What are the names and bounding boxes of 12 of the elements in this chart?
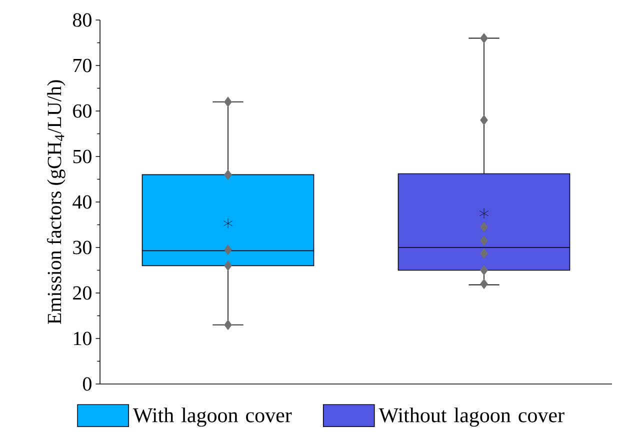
x-tick-label: Without lagoon cover [378,408,564,427]
y-tick-label: 50 [73,150,92,164]
y-tick-label: 20 [73,286,92,300]
y-tick-label: 0 [82,377,92,391]
y-tick-label: 60 [73,104,92,118]
y-tick-label: 30 [73,240,92,254]
y-tick-label: 40 [72,195,92,209]
y-tick-label: 10 [74,332,92,346]
y-tick-label: 80 [72,13,92,27]
x-tick-label: With lagoon cover [132,408,292,427]
y-axis-title: Emission factors (gCH$_{4}$/LU/h) [46,80,66,324]
y-tick-label: 70 [74,58,92,72]
